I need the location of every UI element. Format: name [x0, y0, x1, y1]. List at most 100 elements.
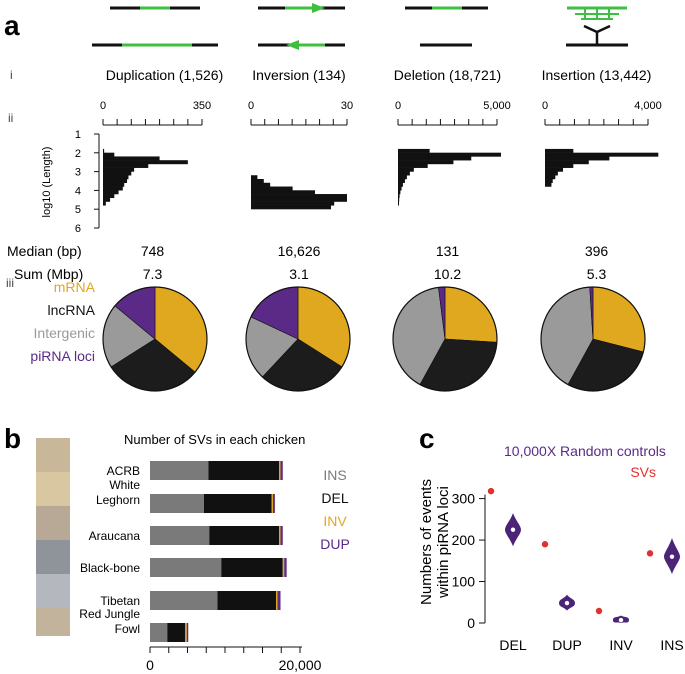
stacked-bar-inv: [279, 461, 281, 480]
sv-type-column: Inversion (134) 0 30 16,626 3.1: [245, 67, 353, 392]
hist-y-tick-label: 1: [75, 129, 81, 141]
violin-category-label: DUP: [552, 637, 582, 653]
histogram-bar: [545, 152, 659, 157]
violin-y-tick-label: 0: [467, 615, 475, 631]
histogram-bar: [103, 179, 128, 183]
median-header: Median (bp): [7, 243, 82, 259]
histogram-bar: [398, 156, 472, 161]
sv-type-title: Duplication (1,526): [106, 67, 224, 83]
histogram-bar: [545, 156, 610, 161]
stacked-bar-inv: [279, 526, 281, 545]
histogram-bar: [398, 179, 405, 183]
histogram-bar: [398, 194, 400, 199]
stacked-bar-inv: [271, 494, 273, 513]
histogram-bar: [103, 171, 132, 176]
histogram-bar: [251, 186, 293, 191]
hist-x-tick-label: 30: [341, 100, 353, 112]
hist-y-tick-label: 4: [75, 185, 81, 197]
sv-type-column: Insertion (13,442) 0 4,000 396 5.3: [540, 67, 662, 392]
stacked-bar-dup: [280, 526, 283, 545]
pie-outline: [245, 286, 351, 392]
histogram-bar: [398, 175, 407, 180]
pie-outline: [540, 286, 646, 392]
stacked-bar-inv: [185, 623, 187, 642]
histogram-bar: [398, 152, 501, 157]
violin-y-tick-label: 100: [452, 574, 476, 590]
sum-value: 7.3: [143, 266, 163, 282]
hist-y-tick-label: 3: [75, 167, 81, 179]
stacked-bar-dup: [280, 461, 283, 480]
panel-b-x-axis: 0 20,000: [146, 646, 322, 673]
bar-legend-label: DEL: [321, 490, 348, 506]
breed-name: Fowl: [115, 622, 140, 636]
sv-count-dot: [487, 487, 495, 495]
pie-legend-label: piRNA loci: [30, 348, 95, 364]
histogram-bar: [251, 197, 347, 202]
histogram-bar: [398, 182, 403, 187]
bar-legend-label: INS: [323, 467, 346, 483]
control-median-dot: [669, 554, 675, 559]
sum-value: 10.2: [434, 266, 461, 282]
hist-x-tick-label: 0: [395, 100, 401, 112]
breed-row: Araucana: [89, 526, 283, 545]
pie-legend-label: mRNA: [54, 279, 96, 295]
stacked-bar-del: [221, 558, 283, 577]
histogram-bar: [103, 152, 115, 157]
panel-c-label: c: [419, 423, 435, 454]
median-value: 748: [141, 243, 165, 259]
hist-x-tick-label: 0: [100, 100, 106, 112]
sv-count-dot: [646, 550, 654, 557]
hist-x-tick-label: 4,000: [634, 100, 662, 112]
histogram-bar: [398, 171, 410, 176]
pie-slice-mrna: [444, 286, 498, 343]
panel-a-label: a: [4, 10, 20, 41]
histogram-bar: [545, 179, 553, 183]
hist-y-tick-label: 2: [75, 148, 81, 160]
histogram-bar: [251, 182, 271, 187]
chicken-photo-strip: [36, 438, 70, 636]
breed-name: Red Jungle: [79, 607, 140, 621]
histogram-bar: [251, 205, 331, 210]
violin-category-label: INS: [660, 637, 683, 653]
panel-c-y-label-line2: within piRNA loci: [435, 486, 452, 599]
control-median-dot: [510, 527, 516, 532]
histogram-bar: [251, 179, 264, 183]
breed-name: Araucana: [89, 529, 141, 543]
panel-b-title: Number of SVs in each chicken: [124, 432, 305, 447]
histogram-bar: [398, 160, 454, 165]
histogram-bar: [545, 171, 558, 176]
hist-y-axis-label: log10 (Length): [41, 147, 53, 218]
sv-count-dot: [541, 541, 549, 548]
histogram-bar: [398, 167, 414, 172]
histogram-bar: [103, 148, 105, 153]
row-label-ii: ii: [8, 111, 13, 125]
histogram-bar: [398, 163, 428, 168]
violin-group: DEL: [487, 487, 527, 653]
stacked-bar-del: [217, 591, 276, 610]
inversion-icon: [258, 3, 345, 50]
bar-legend-label: DUP: [320, 536, 350, 552]
stacked-bar-ins: [150, 623, 168, 642]
stacked-bar-del: [208, 461, 279, 480]
panel-a-columns: Duplication (1,526) 0 350 748 7.3 Inversion (…: [100, 67, 662, 392]
stacked-bar-ins: [150, 558, 222, 577]
histogram-bar: [545, 182, 552, 187]
pie-legend-label: Intergenic: [34, 325, 95, 341]
panel-c-y-label-line1: Numbers of events: [418, 479, 435, 605]
histogram-bar: [398, 190, 401, 195]
histogram-bar: [103, 160, 188, 165]
breed-row: Tibetan: [100, 591, 281, 610]
violin-group: INS: [646, 537, 684, 653]
sv-type-title: Deletion (18,721): [394, 67, 501, 83]
stacked-bar-inv: [282, 558, 285, 577]
histogram-bar: [545, 167, 564, 172]
sv-count-dot: [595, 607, 603, 615]
histogram-bar: [398, 201, 399, 206]
median-value: 131: [436, 243, 460, 259]
histogram-bar: [103, 167, 135, 172]
control-median-dot: [564, 600, 570, 606]
histogram-bar: [545, 160, 589, 165]
hist-x-tick-label: 0: [542, 100, 548, 112]
